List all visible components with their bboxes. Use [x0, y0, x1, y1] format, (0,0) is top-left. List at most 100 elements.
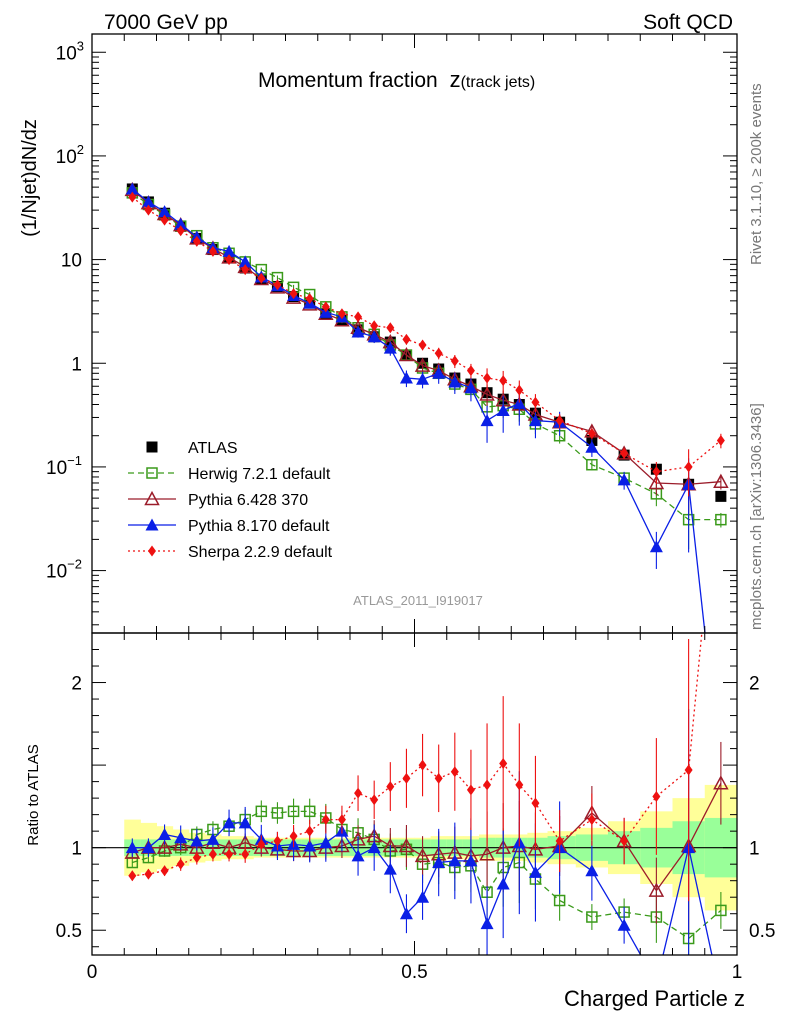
- point-pythia6: [713, 473, 729, 488]
- ratio-point-sherpa: [160, 865, 169, 877]
- chart-title: Momentum fraction z(track jets): [258, 67, 535, 92]
- ratio-y-tick-label-right: 1: [749, 839, 760, 860]
- mcplots-label: mcplots.cern.ch [arXiv:1306.3436]: [748, 403, 765, 630]
- legend-marker: [148, 545, 156, 557]
- series-sherpa: [128, 191, 725, 497]
- ratio-point-sherpa: [273, 835, 282, 847]
- ratio-point-sherpa: [370, 794, 379, 806]
- ratio-point-sherpa: [402, 772, 411, 784]
- legend-item-pythia6: Pythia 6.428 370: [128, 490, 308, 509]
- point-pythia8: [158, 205, 172, 218]
- legend-label: Sherpa 2.2.9 default: [188, 544, 333, 561]
- point-sherpa: [466, 365, 475, 377]
- y-tick-label: 102: [56, 142, 84, 168]
- point-pythia8: [649, 540, 663, 553]
- ratio-point-pythia8: [158, 827, 172, 840]
- ratio-point-sherpa: [555, 835, 564, 847]
- point-pythia8: [238, 255, 252, 268]
- ratio-point-pythia8: [528, 865, 542, 878]
- point-sherpa: [337, 308, 346, 320]
- y-tick-label: 1: [71, 354, 82, 375]
- ratio-point-herwig: [271, 807, 284, 819]
- point-sherpa: [273, 279, 282, 291]
- ratio-point-herwig: [303, 805, 316, 818]
- ratio-point-pythia8: [206, 832, 220, 845]
- point-sherpa: [434, 347, 443, 359]
- ratio-y-axis: 0.5 0.5 1 1 2 2: [56, 649, 775, 948]
- ratio-point-sherpa: [587, 814, 596, 826]
- legend-item-herwig: Herwig 7.2.1 default: [128, 466, 331, 483]
- point-pythia8: [125, 182, 139, 195]
- point-sherpa: [652, 466, 661, 478]
- point-sherpa: [241, 264, 250, 276]
- legend-marker: [144, 490, 160, 506]
- ratio-point-sherpa: [241, 848, 250, 860]
- y-tick-exponent: 3: [77, 38, 84, 53]
- ratio-point-sherpa: [483, 779, 492, 791]
- ratio-y-tick-label: 0.5: [56, 921, 82, 942]
- point-data: [715, 490, 727, 502]
- ratio-point-herwig: [715, 904, 727, 917]
- ratio-y-tick-label: 2: [71, 674, 82, 695]
- ratio-point-pythia8: [190, 834, 204, 847]
- point-pythia8: [351, 325, 365, 338]
- ratio-point-pythia8: [399, 907, 413, 920]
- ratio-point-pythia8: [432, 856, 446, 869]
- point-sherpa: [531, 396, 540, 408]
- point-pythia8: [141, 195, 155, 208]
- ratio-point-sherpa: [531, 797, 540, 809]
- x-tick-label: 0: [87, 962, 98, 983]
- legend-item-sherpa: Sherpa 2.2.9 default: [128, 544, 333, 561]
- ratio-point-sherpa: [128, 870, 137, 882]
- point-sherpa: [144, 204, 153, 216]
- ratio-point-herwig: [287, 805, 300, 818]
- ratio-point-pythia6: [398, 837, 415, 853]
- chart-title-var: z: [450, 67, 461, 92]
- ratio-point-sherpa: [208, 848, 217, 860]
- main-series: [124, 181, 729, 633]
- point-pythia8: [512, 396, 526, 409]
- point-sherpa: [289, 288, 298, 300]
- ratio-point-pythia8: [141, 841, 155, 854]
- legend-item-data: ATLAS: [146, 440, 238, 457]
- y-tick-mantissa: 10: [46, 562, 67, 583]
- ratio-point-sherpa: [450, 766, 459, 778]
- point-pythia8: [496, 404, 510, 417]
- point-pythia8: [432, 366, 446, 379]
- ratio-point-sherpa: [434, 772, 443, 784]
- point-sherpa: [716, 434, 725, 446]
- point-sherpa: [176, 225, 185, 237]
- x-tick-label: 0.5: [401, 962, 427, 983]
- ratio-point-pythia6: [479, 846, 495, 861]
- point-pythia8: [222, 244, 236, 257]
- point-sherpa: [555, 415, 564, 427]
- y-tick-mantissa: 10: [56, 43, 77, 64]
- ratio-point-sherpa: [354, 787, 363, 799]
- ratio-series: [124, 633, 729, 955]
- y-axis-label: (1/Njet)dN/dz: [19, 119, 41, 237]
- ratio-point-sherpa: [257, 838, 266, 850]
- ratio-point-sherpa: [499, 757, 508, 769]
- ratio-point-pythia8: [174, 831, 188, 844]
- point-pythia8: [383, 341, 397, 354]
- point-pythia6: [648, 474, 665, 490]
- ratio-point-pythia8: [125, 841, 139, 854]
- point-herwig: [715, 513, 727, 526]
- point-sherpa: [354, 311, 363, 323]
- legend-label: ATLAS: [188, 440, 238, 457]
- point-pythia8: [464, 381, 478, 394]
- legend-label: Herwig 7.2.1 default: [188, 466, 331, 483]
- point-pythia8: [448, 375, 462, 388]
- legend-item-pythia8: Pythia 8.170 default: [128, 518, 330, 535]
- point-pythia6: [479, 386, 495, 401]
- ratio-point-sherpa: [652, 790, 661, 802]
- y-tick-label: 103: [56, 38, 84, 64]
- point-sherpa: [499, 375, 508, 387]
- ratio-point-pythia8: [367, 841, 381, 854]
- y-tick-exponent: −2: [67, 557, 82, 572]
- point-sherpa: [386, 322, 395, 334]
- point-sherpa: [483, 372, 492, 384]
